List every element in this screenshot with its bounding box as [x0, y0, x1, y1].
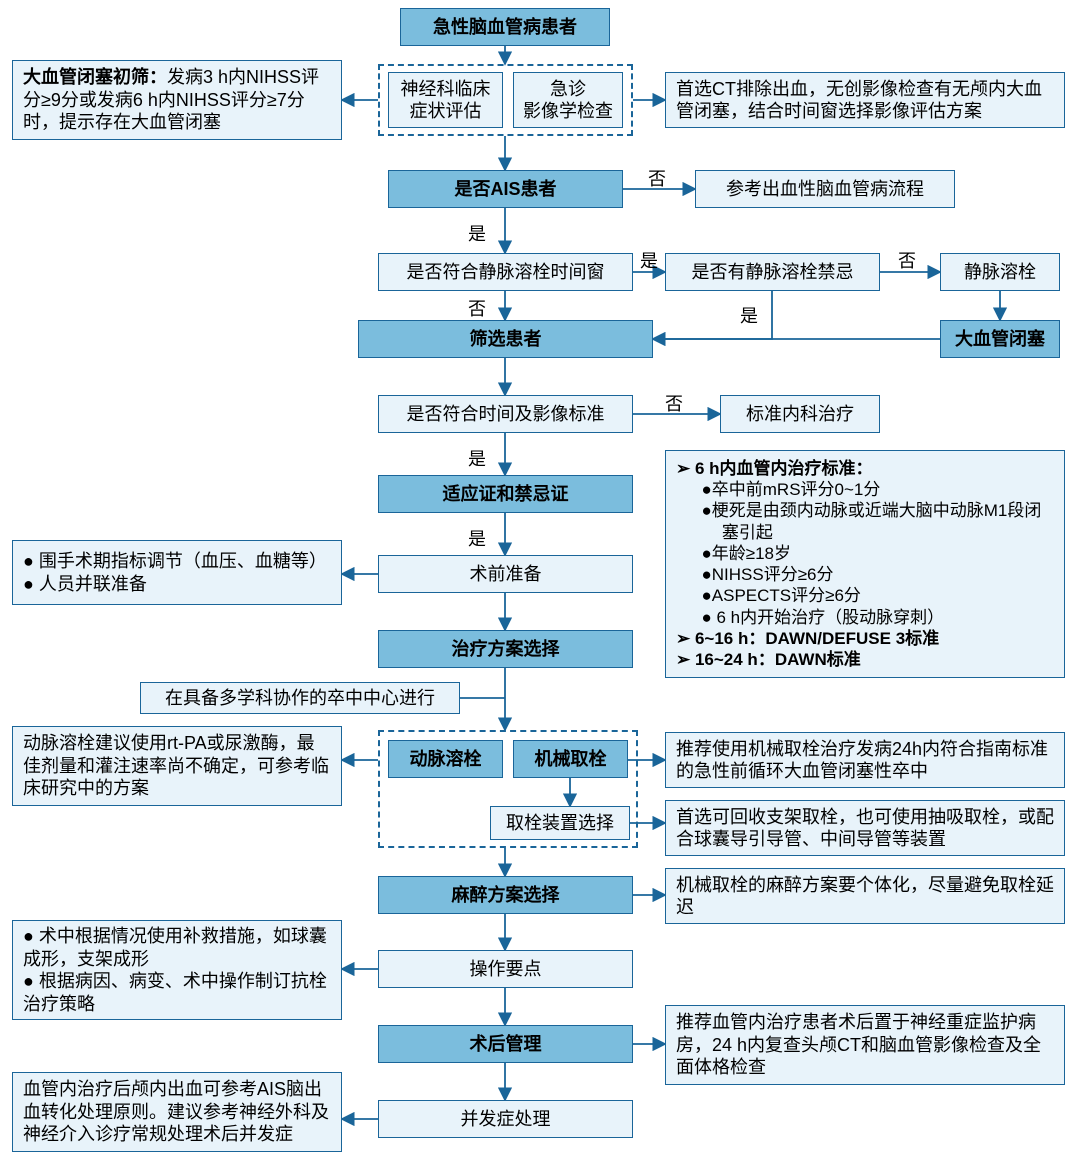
- n_device-label: 取栓装置选择: [506, 812, 614, 835]
- n_preop_side: ● 围手术期指标调节（血压、血糖等） ● 人员并联准备: [12, 540, 342, 605]
- n_side_ct-label: 首选CT排除出血，无创影像检查有无颅内大血管闭塞，结合时间窗选择影像评估方案: [676, 78, 1054, 123]
- criteria-line-7: ➢ 6~16 h：DAWN/DEFUSE 3标准: [676, 628, 1054, 649]
- criteria-line-1: ●卒中前mRS评分0~1分: [696, 479, 1054, 500]
- criteria-line-3: ●年龄≥18岁: [696, 543, 1054, 564]
- n_ia_side: 动脉溶栓建议使用rt-PA或尿激酶，最佳剂量和灌注速率尚不确定，可参考临床研究中…: [12, 726, 342, 806]
- n_op_side-label: ● 术中根据情况使用补救措施，如球囊成形，支架成形 ● 根据病因、病变、术中操作…: [23, 925, 331, 1015]
- edge-label-13: 否: [665, 390, 683, 416]
- n_screen: 筛选患者: [358, 320, 653, 358]
- n_is_ais-label: 是否AIS患者: [454, 178, 556, 201]
- n_op_side: ● 术中根据情况使用补救措施，如球囊成形，支架成形 ● 根据病因、病变、术中操作…: [12, 920, 342, 1020]
- edge-label-10: 是: [740, 302, 758, 328]
- n_iv_contra-label: 是否有静脉溶栓禁忌: [692, 261, 854, 284]
- edge-label-11: 否: [468, 295, 486, 321]
- n_lvo-label: 大血管闭塞: [955, 328, 1045, 351]
- n_operation-label: 操作要点: [470, 958, 542, 981]
- n_screen-label: 筛选患者: [470, 328, 542, 351]
- n_anesthesia-label: 麻醉方案选择: [452, 884, 560, 907]
- n_treatment: 治疗方案选择: [378, 630, 633, 668]
- criteria-line-6: ● 6 h内开始治疗（股动脉穿刺）: [696, 607, 1054, 628]
- n_complication: 并发症处理: [378, 1100, 633, 1138]
- n_assess_b-label: 急诊 影像学检查: [523, 78, 613, 123]
- n_ia_side-label: 动脉溶栓建议使用rt-PA或尿激酶，最佳剂量和灌注速率尚不确定，可参考临床研究中…: [23, 732, 331, 800]
- criteria-line-0: ➢ 6 h内血管内治疗标准：: [676, 458, 1054, 479]
- n_anesthesia: 麻醉方案选择: [378, 876, 633, 914]
- n_top: 急性脑血管病患者: [400, 8, 610, 46]
- n_treatment-label: 治疗方案选择: [452, 638, 560, 661]
- n_preop: 术前准备: [378, 555, 633, 593]
- n_ia: 动脉溶栓: [388, 740, 503, 778]
- n_iv_thromb: 静脉溶栓: [940, 253, 1060, 291]
- criteria-line-8: ➢ 16~24 h：DAWN标准: [676, 649, 1054, 670]
- n_postop: 术后管理: [378, 1025, 633, 1063]
- n_mech-label: 机械取栓: [535, 748, 607, 771]
- n_comp_side: 血管内治疗后颅内出血可参考AIS脑出血转化处理原则。建议参考神经外科及神经介入诊…: [12, 1072, 342, 1152]
- edge-label-6: 是: [640, 247, 658, 273]
- n_time_img-label: 是否符合时间及影像标准: [407, 403, 605, 426]
- n_criteria: ➢ 6 h内血管内治疗标准：●卒中前mRS评分0~1分●梗死是由颈内动脉或近端大…: [665, 450, 1065, 678]
- n_standard-label: 标准内科治疗: [746, 403, 854, 426]
- n_iv_thromb-label: 静脉溶栓: [964, 261, 1036, 284]
- n_standard: 标准内科治疗: [720, 395, 880, 433]
- n_top-label: 急性脑血管病患者: [433, 16, 577, 39]
- n_device_side-label: 首选可回收支架取栓，也可使用抽吸取栓，或配合球囊导引导管、中间导管等装置: [676, 806, 1054, 851]
- n_anesth_side: 机械取栓的麻醉方案要个体化，尽量避免取栓延迟: [665, 868, 1065, 924]
- n_multidisc-label: 在具备多学科协作的卒中中心进行: [165, 687, 435, 710]
- n_postop-label: 术后管理: [470, 1033, 542, 1056]
- n_hem_ref: 参考出血性脑血管病流程: [695, 170, 955, 208]
- edge-label-7: 否: [898, 247, 916, 273]
- edge-label-15: 是: [468, 525, 486, 551]
- n_postop_side-label: 推荐血管内治疗患者术后置于神经重症监护病房，24 h内复查头颅CT和脑血管影像检…: [676, 1011, 1054, 1079]
- n_iv_window: 是否符合静脉溶栓时间窗: [378, 253, 633, 291]
- n_complication-label: 并发症处理: [461, 1108, 551, 1131]
- n_ia-label: 动脉溶栓: [410, 748, 482, 771]
- n_postop_side: 推荐血管内治疗患者术后置于神经重症监护病房，24 h内复查头颅CT和脑血管影像检…: [665, 1005, 1065, 1085]
- n_mech: 机械取栓: [513, 740, 628, 778]
- n_side_lvo: 大血管闭塞初筛：发病3 h内NIHSS评分≥9分或发病6 h内NIHSS评分≥7…: [12, 60, 342, 140]
- criteria-line-5: ●ASPECTS评分≥6分: [696, 585, 1054, 606]
- n_iv_contra: 是否有静脉溶栓禁忌: [665, 253, 880, 291]
- n_hem_ref-label: 参考出血性脑血管病流程: [726, 178, 924, 201]
- n_device_side: 首选可回收支架取栓，也可使用抽吸取栓，或配合球囊导引导管、中间导管等装置: [665, 800, 1065, 856]
- edge-label-5: 是: [468, 220, 486, 246]
- n_is_ais: 是否AIS患者: [388, 170, 623, 208]
- n_anesth_side-label: 机械取栓的麻醉方案要个体化，尽量避免取栓延迟: [676, 874, 1054, 919]
- n_preop-label: 术前准备: [470, 563, 542, 586]
- edge-label-14: 是: [468, 445, 486, 471]
- n_indication: 适应证和禁忌证: [378, 475, 633, 513]
- n_mech_side-label: 推荐使用机械取栓治疗发病24h内符合指南标准的急性前循环大血管闭塞性卒中: [676, 738, 1054, 783]
- n_operation: 操作要点: [378, 950, 633, 988]
- n_indication-label: 适应证和禁忌证: [443, 483, 569, 506]
- n_device: 取栓装置选择: [490, 806, 630, 840]
- n_assess_a-label: 神经科临床 症状评估: [401, 78, 491, 123]
- criteria-line-2: ●梗死是由颈内动脉或近端大脑中动脉M1段闭塞引起: [696, 500, 1054, 543]
- n_time_img: 是否符合时间及影像标准: [378, 395, 633, 433]
- n_assess_a: 神经科临床 症状评估: [388, 72, 503, 128]
- criteria-line-4: ●NIHSS评分≥6分: [696, 564, 1054, 585]
- n_assess_b: 急诊 影像学检查: [513, 72, 623, 128]
- n_iv_window-label: 是否符合静脉溶栓时间窗: [407, 261, 605, 284]
- n_comp_side-label: 血管内治疗后颅内出血可参考AIS脑出血转化处理原则。建议参考神经外科及神经介入诊…: [23, 1078, 331, 1146]
- n_lvo: 大血管闭塞: [940, 320, 1060, 358]
- n_multidisc: 在具备多学科协作的卒中中心进行: [140, 682, 460, 714]
- edge-label-4: 否: [648, 165, 666, 191]
- n_side_ct: 首选CT排除出血，无创影像检查有无颅内大血管闭塞，结合时间窗选择影像评估方案: [665, 72, 1065, 128]
- n_mech_side: 推荐使用机械取栓治疗发病24h内符合指南标准的急性前循环大血管闭塞性卒中: [665, 732, 1065, 788]
- n_preop_side-label: ● 围手术期指标调节（血压、血糖等） ● 人员并联准备: [23, 550, 327, 595]
